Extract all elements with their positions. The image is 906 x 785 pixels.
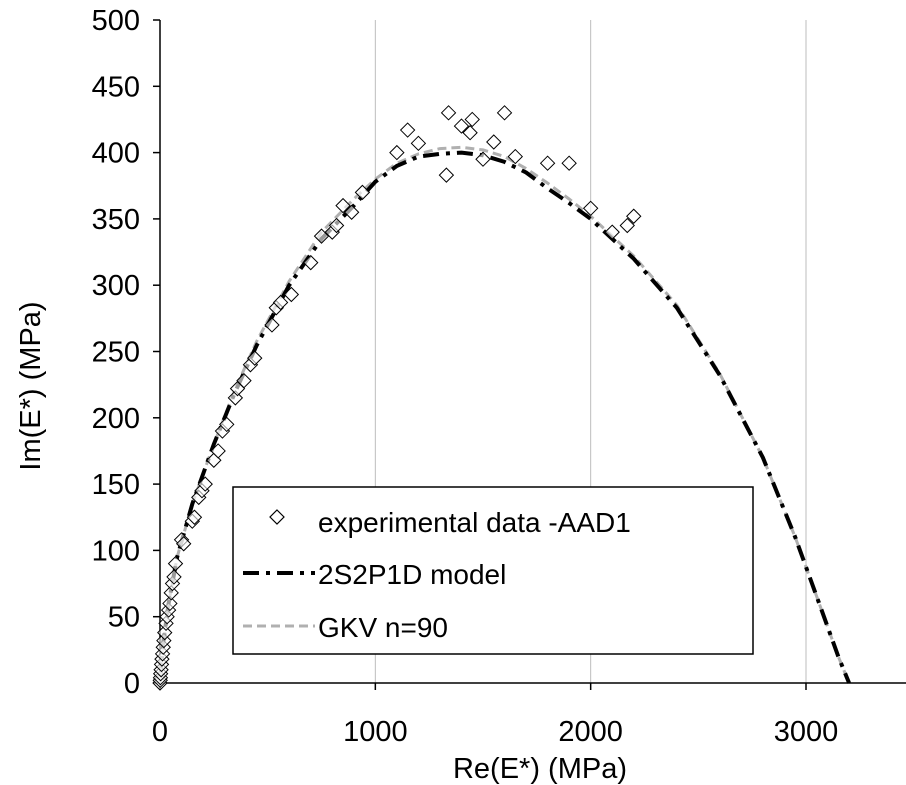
x-tick-labels: 0 1000 2000 3000: [152, 716, 838, 748]
data-point: [440, 105, 457, 121]
data-point: [283, 286, 300, 303]
legend-box: [232, 486, 754, 655]
y-tick-label: 100: [92, 535, 140, 567]
data-point: [197, 476, 213, 492]
data-point: [410, 135, 427, 152]
data-point: [475, 151, 491, 167]
data-point: [175, 536, 192, 552]
data-point: [157, 624, 173, 641]
data-point: [313, 228, 330, 244]
data-point: [264, 317, 280, 333]
data-point: [453, 118, 470, 134]
legend-diamond-icon: [269, 509, 285, 525]
x-tick-label: 1000: [343, 716, 408, 748]
data-point: [399, 122, 416, 138]
y-tick-label: 350: [92, 204, 140, 236]
x-tick-label: 2000: [558, 716, 623, 748]
data-point: [166, 569, 182, 585]
x-tick-label: 0: [152, 716, 168, 748]
y-tick-label: 50: [108, 602, 140, 634]
y-tick-labels: 0 50 100 150 200 250 300 350 400 450 500: [92, 5, 140, 700]
x-tick-label: 3000: [774, 716, 839, 748]
data-point: [438, 167, 455, 183]
data-point: [619, 217, 635, 234]
data-point: [272, 294, 289, 311]
data-point: [163, 585, 179, 601]
y-tick-label: 500: [92, 5, 140, 37]
data-point: [162, 595, 178, 612]
data-point: [303, 254, 319, 271]
data-point: [328, 217, 345, 234]
data-point: [343, 204, 360, 220]
series-gkv-line: [158, 145, 851, 684]
data-point: [210, 443, 226, 459]
data-point: [389, 144, 405, 161]
series-experimental-points: [152, 105, 642, 691]
legend-label-gkv: GKV n=90: [318, 612, 448, 643]
legend: experimental data -AAD1 2S2P1D model GKV…: [232, 486, 754, 655]
data-point: [354, 184, 371, 201]
data-point: [167, 555, 184, 572]
data-point: [219, 416, 235, 433]
y-tick-label: 200: [92, 403, 140, 435]
data-point: [626, 208, 642, 224]
data-point: [561, 155, 577, 171]
legend-label-experimental: experimental data -AAD1: [318, 507, 631, 538]
x-axis-title: Re(E*) (MPa): [453, 753, 627, 785]
data-point: [496, 105, 513, 121]
legend-label-2s2p1d: 2S2P1D model: [318, 559, 506, 590]
y-tick-label: 400: [92, 138, 140, 170]
data-point: [507, 148, 524, 165]
data-point: [186, 509, 203, 525]
data-point: [227, 390, 244, 406]
y-tick-label: 150: [92, 469, 140, 501]
y-tick-label: 250: [92, 337, 140, 369]
data-point: [247, 350, 263, 366]
gkv-curve: [158, 145, 851, 684]
y-tick-label: 300: [92, 270, 140, 302]
data-point: [335, 197, 351, 214]
data-point: [462, 125, 478, 141]
data-point: [236, 372, 252, 389]
y-tick-label: 0: [124, 668, 140, 700]
y-tick-label: 450: [92, 71, 140, 103]
y-axis-title: Im(E*) (MPa): [15, 301, 47, 470]
data-point: [582, 200, 599, 216]
data-point: [464, 111, 480, 128]
data-point: [604, 224, 620, 240]
data-point: [486, 134, 502, 150]
data-point: [539, 155, 556, 171]
